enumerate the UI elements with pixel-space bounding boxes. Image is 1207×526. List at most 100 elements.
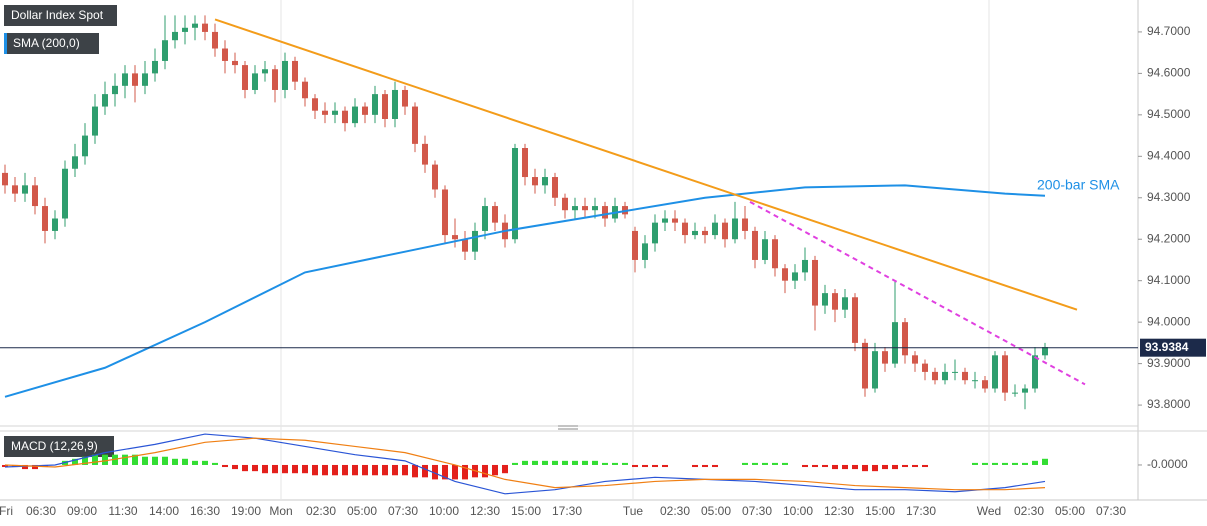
sma-legend-swatch bbox=[4, 33, 7, 54]
candle-body bbox=[932, 371, 938, 381]
candle-body bbox=[522, 148, 528, 178]
macd-histogram-bar bbox=[152, 456, 158, 465]
candle-body bbox=[72, 156, 78, 169]
macd-histogram-bar bbox=[92, 454, 98, 465]
candle-body bbox=[272, 69, 278, 90]
candle-body bbox=[422, 143, 428, 165]
x-tick-label: 17:30 bbox=[906, 504, 936, 518]
candle-body bbox=[322, 110, 328, 115]
macd-histogram-bar bbox=[42, 464, 48, 468]
candle-body bbox=[592, 206, 598, 211]
candle-body bbox=[52, 218, 58, 231]
candle-body bbox=[442, 189, 448, 236]
x-tick-label: 02:30 bbox=[306, 504, 336, 518]
candle-body bbox=[862, 342, 868, 389]
candle-body bbox=[172, 31, 178, 41]
y-tick-label: 94.1000 bbox=[1147, 273, 1191, 287]
macd-histogram-bar bbox=[412, 464, 418, 478]
x-tick-label: 09:00 bbox=[67, 504, 97, 518]
y-tick-label: 94.7000 bbox=[1147, 24, 1191, 38]
macd-histogram-bar bbox=[982, 462, 988, 465]
candle-body bbox=[912, 355, 918, 364]
macd-histogram-bar bbox=[742, 462, 748, 465]
macd-histogram-bar bbox=[322, 464, 328, 476]
candle-body bbox=[732, 218, 738, 240]
macd-histogram-bar bbox=[532, 460, 538, 465]
candle-body bbox=[992, 355, 998, 389]
macd-histogram-bar bbox=[562, 460, 568, 465]
macd-histogram-bar bbox=[72, 458, 78, 465]
candle-body bbox=[682, 222, 688, 236]
macd-histogram-bar bbox=[422, 464, 428, 478]
macd-histogram-bar bbox=[102, 454, 108, 465]
candle-body bbox=[382, 94, 388, 119]
macd-histogram-bar bbox=[452, 464, 458, 480]
candle-body bbox=[902, 322, 908, 356]
macd-histogram-bar bbox=[202, 460, 208, 465]
x-tick-label: Wed bbox=[977, 504, 1001, 518]
macd-histogram-bar bbox=[462, 464, 468, 480]
macd-histogram-bar bbox=[392, 464, 398, 476]
x-tick-label: 06:30 bbox=[26, 504, 56, 518]
sma-legend-box bbox=[4, 33, 99, 54]
macd-histogram-bar bbox=[432, 464, 438, 480]
candle-body bbox=[142, 73, 148, 86]
macd-histogram-bar bbox=[862, 464, 868, 472]
macd-histogram-bar bbox=[572, 460, 578, 465]
candle-body bbox=[1012, 392, 1018, 394]
macd-histogram-bar bbox=[182, 458, 188, 465]
macd-histogram-bar bbox=[582, 460, 588, 465]
macd-histogram-bar bbox=[1012, 462, 1018, 465]
macd-histogram-bar bbox=[232, 464, 238, 470]
x-tick-label: 02:30 bbox=[660, 504, 690, 518]
macd-histogram-bar bbox=[82, 456, 88, 465]
candle-body bbox=[132, 73, 138, 86]
macd-histogram-bar bbox=[122, 454, 128, 465]
macd-histogram-bar bbox=[212, 462, 218, 465]
candle-body bbox=[632, 230, 638, 260]
macd-histogram-bar bbox=[872, 464, 878, 472]
macd-histogram-bar bbox=[22, 464, 28, 470]
y-tick-label: 94.2000 bbox=[1147, 231, 1191, 245]
candle-body bbox=[202, 23, 208, 32]
macd-histogram-bar bbox=[292, 464, 298, 474]
macd-histogram-bar bbox=[692, 464, 698, 468]
macd-histogram-bar bbox=[972, 462, 978, 465]
candle-body bbox=[12, 185, 18, 194]
candle-body bbox=[752, 230, 758, 260]
macd-histogram-bar bbox=[552, 460, 558, 465]
macd-histogram-bar bbox=[272, 464, 278, 474]
candle-body bbox=[802, 259, 808, 273]
macd-histogram-bar bbox=[282, 464, 288, 474]
macd-histogram-bar bbox=[242, 464, 248, 472]
macd-histogram-bar bbox=[252, 464, 258, 472]
candle-body bbox=[962, 371, 968, 381]
macd-histogram-bar bbox=[352, 464, 358, 476]
candle-body bbox=[312, 98, 318, 111]
candle-body bbox=[512, 148, 518, 240]
candle-body bbox=[532, 177, 538, 186]
macd-histogram-bar bbox=[712, 464, 718, 468]
candle-body bbox=[1042, 347, 1048, 356]
macd-histogram-bar bbox=[852, 464, 858, 470]
candle-body bbox=[1032, 355, 1038, 389]
macd-histogram-bar bbox=[1002, 462, 1008, 465]
candle-body bbox=[282, 60, 288, 90]
macd-histogram-bar bbox=[642, 464, 648, 468]
macd-histogram-bar bbox=[262, 464, 268, 474]
candle-body bbox=[242, 65, 248, 90]
macd-histogram-bar bbox=[802, 464, 808, 468]
candle-body bbox=[1022, 388, 1028, 393]
x-tick-label: Mon bbox=[269, 504, 292, 518]
candle-body bbox=[372, 94, 378, 115]
y-tick-label: 94.4000 bbox=[1147, 148, 1191, 162]
sma-legend: SMA (200,0) bbox=[13, 36, 80, 50]
x-tick-label: 05:00 bbox=[1055, 504, 1085, 518]
x-tick-label: 07:30 bbox=[1096, 504, 1126, 518]
macd-histogram-bar bbox=[812, 464, 818, 468]
candle-body bbox=[352, 106, 358, 124]
x-tick-label: 02:30 bbox=[1014, 504, 1044, 518]
macd-histogram-bar bbox=[762, 462, 768, 465]
candle-body bbox=[492, 206, 498, 223]
